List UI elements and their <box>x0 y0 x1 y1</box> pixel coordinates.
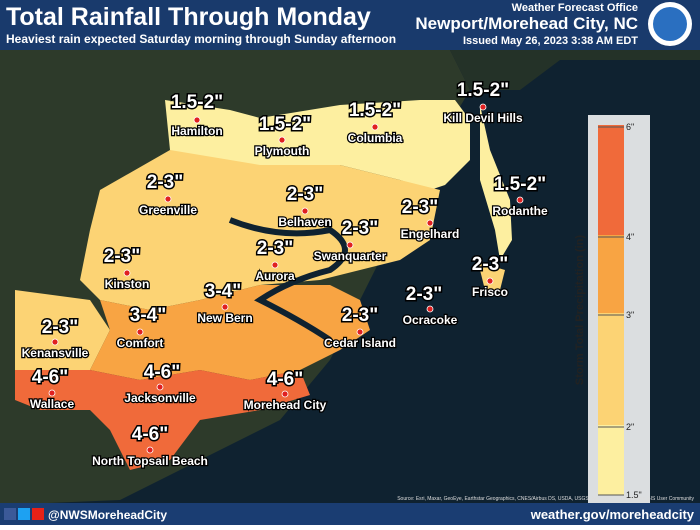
legend-tick-label: 1.5" <box>626 490 642 500</box>
region-outer-banks <box>480 105 512 260</box>
city-name: New Bern <box>197 311 252 325</box>
rain-amount: 2-3" <box>402 197 438 218</box>
rain-amount: 2-3" <box>342 218 378 239</box>
city-dot <box>278 136 286 144</box>
city-name: Hamilton <box>171 124 222 138</box>
city-dot <box>146 446 154 454</box>
city-dot <box>426 219 434 227</box>
city-name: Swanquarter <box>314 249 387 263</box>
city-dot <box>271 261 279 269</box>
region-3-4 <box>90 285 370 380</box>
legend-tick-label: 3" <box>626 310 634 320</box>
city-name: Greenville <box>139 203 197 217</box>
city-dot <box>221 303 229 311</box>
rain-amount: 3-4" <box>130 305 166 326</box>
facebook-icon[interactable] <box>4 508 16 520</box>
city-dot <box>371 123 379 131</box>
city-name: Frisco <box>472 285 508 299</box>
city-dot <box>479 103 487 111</box>
city-dot <box>281 390 289 398</box>
city-name: Wallace <box>30 397 75 411</box>
city-name: Jacksonville <box>124 391 196 405</box>
city-dot <box>346 241 354 249</box>
city-dot <box>156 383 164 391</box>
city-name: North Topsail Beach <box>92 454 208 468</box>
legend-swatch <box>598 235 624 313</box>
legend-tick-label: 6" <box>626 122 634 132</box>
url[interactable]: weather.gov/moreheadcity <box>530 507 695 522</box>
rain-amount: 4-6" <box>32 367 68 388</box>
city-name: Kinston <box>105 277 150 291</box>
city-dot <box>164 195 172 203</box>
rain-amount: 4-6" <box>144 362 180 383</box>
city-name: Kenansville <box>22 346 89 360</box>
land-north <box>0 50 700 90</box>
source: Source: Esri, Maxar, GeoEye, Earthstar G… <box>397 496 694 502</box>
city-name: Comfort <box>117 336 164 350</box>
twitter-icon[interactable] <box>18 508 30 520</box>
city-name: Belhaven <box>278 215 331 229</box>
rain-amount: 1.5-2" <box>494 174 546 195</box>
rain-amount: 2-3" <box>287 184 323 205</box>
region-4-6 <box>15 370 310 470</box>
river <box>228 217 348 343</box>
office: Weather Forecast Office <box>512 2 638 14</box>
issued: Issued May 26, 2023 3:38 AM EDT <box>463 35 638 47</box>
rain-amount: 2-3" <box>472 254 508 275</box>
rain-amount: 2-3" <box>147 172 183 193</box>
legend-swatch <box>598 425 624 495</box>
nws-logo-inner <box>653 7 687 41</box>
city-name: Aurora <box>255 269 295 283</box>
legend-tick-label: 2" <box>626 422 634 432</box>
rain-amount: 1.5-2" <box>259 114 311 135</box>
city-dot <box>51 338 59 346</box>
region-1-5-2 <box>165 100 470 190</box>
city-dot <box>136 328 144 336</box>
legend-swatch <box>598 125 624 235</box>
city-name: Engelhard <box>401 227 460 241</box>
rain-amount: 2-3" <box>406 284 442 305</box>
city-dot <box>516 196 524 204</box>
rain-amount: 3-4" <box>205 281 241 302</box>
legend-title: Storm Total Precipitation (in) <box>574 235 586 385</box>
city-dot <box>123 269 131 277</box>
city-dot <box>193 116 201 124</box>
footer-bar <box>0 503 700 525</box>
rain-amount: 4-6" <box>267 369 303 390</box>
social-handle[interactable]: @NWSMoreheadCity <box>48 508 167 522</box>
rain-amount: 2-3" <box>42 317 78 338</box>
legend-tick-label: 4" <box>626 232 634 242</box>
subtitle: Heaviest rain expected Saturday morning … <box>6 32 396 46</box>
region-hatteras <box>478 262 505 290</box>
city-dot <box>48 389 56 397</box>
region-2-3-west <box>15 290 110 380</box>
rain-amount: 1.5-2" <box>349 100 401 121</box>
city-dot <box>486 277 494 285</box>
city-dot <box>356 328 364 336</box>
legend-swatch <box>598 313 624 425</box>
city-name: Plymouth <box>255 144 310 158</box>
rain-amount: 1.5-2" <box>457 80 509 101</box>
office-name: Newport/Morehead City, NC <box>415 14 638 33</box>
title: Total Rainfall Through Monday <box>6 3 371 31</box>
rain-amount: 4-6" <box>132 424 168 445</box>
rain-amount: 1.5-2" <box>171 92 223 113</box>
header-bar <box>0 0 700 50</box>
city-name: Kill Devil Hills <box>443 111 523 125</box>
city-name: Morehead City <box>244 398 327 412</box>
youtube-icon[interactable] <box>32 508 44 520</box>
rain-amount: 2-3" <box>342 305 378 326</box>
city-dot <box>301 207 309 215</box>
city-dot <box>426 305 434 313</box>
city-name: Columbia <box>348 131 403 145</box>
rain-amount: 2-3" <box>104 246 140 267</box>
city-name: Ocracoke <box>403 313 458 327</box>
rain-amount: 2-3" <box>257 238 293 259</box>
city-name: Rodanthe <box>492 204 548 218</box>
city-name: Cedar Island <box>324 336 396 350</box>
